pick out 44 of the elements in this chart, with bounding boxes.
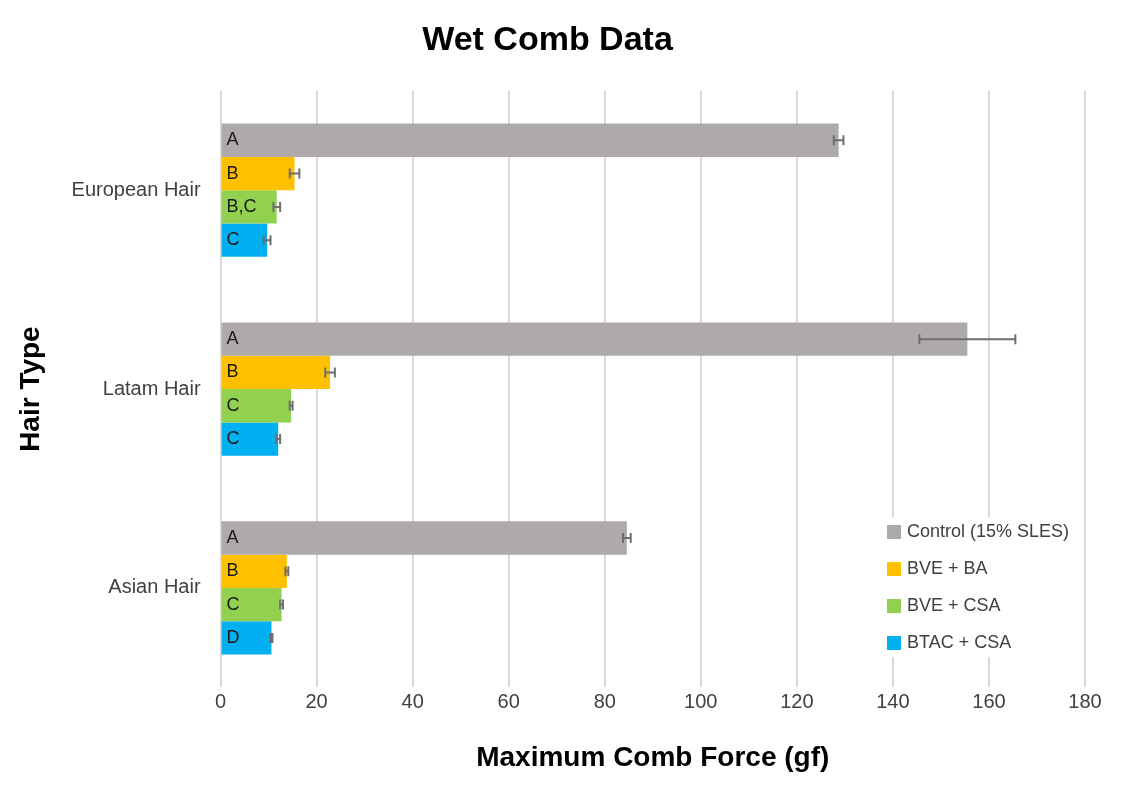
legend-label: BVE + CSA xyxy=(907,595,1001,617)
y-axis-title: Hair Type xyxy=(13,326,45,452)
data-label: B,C xyxy=(226,195,257,216)
data-label: A xyxy=(226,129,239,150)
data-label: B xyxy=(226,162,239,183)
bar xyxy=(221,223,268,257)
bar xyxy=(221,123,839,157)
bar xyxy=(221,156,295,191)
bar xyxy=(221,621,272,655)
x-axis-title: Maximum Comb Force (gf) xyxy=(476,740,830,772)
data-label: D xyxy=(226,626,240,647)
bar xyxy=(221,355,331,390)
data-label: C xyxy=(226,394,240,415)
y-tick-label: European Hair xyxy=(71,177,201,200)
data-label: A xyxy=(226,328,239,349)
bar xyxy=(221,521,627,555)
chart-title: Wet Comb Data xyxy=(422,18,674,57)
x-tick-label: 40 xyxy=(401,689,424,712)
data-label: A xyxy=(226,526,239,547)
x-tick-label: 180 xyxy=(1068,689,1102,712)
data-label: C xyxy=(226,229,240,250)
legend-label: Control (15% SLES) xyxy=(907,521,1070,543)
bar xyxy=(221,587,282,622)
x-tick-label: 140 xyxy=(876,689,910,712)
bar xyxy=(221,554,287,588)
x-tick-label: 80 xyxy=(593,689,616,712)
x-tick-label: 0 xyxy=(215,689,227,712)
data-label: C xyxy=(226,428,240,449)
x-tick-label: 20 xyxy=(305,689,328,712)
y-tick-label: Latam Hair xyxy=(102,376,201,399)
bar xyxy=(221,322,968,356)
y-tick-label: Asian Hair xyxy=(108,575,201,598)
data-label: B xyxy=(226,361,239,382)
bar xyxy=(221,190,277,224)
data-label: B xyxy=(226,560,239,581)
bar xyxy=(221,422,279,456)
data-label: C xyxy=(226,593,240,614)
x-tick-label: 100 xyxy=(684,689,718,712)
x-tick-label: 160 xyxy=(972,689,1006,712)
x-tick-label: 60 xyxy=(497,689,520,712)
x-tick-label: 120 xyxy=(780,689,814,712)
bar xyxy=(221,389,292,423)
legend-label: BVE + BA xyxy=(907,558,988,580)
legend-label: BTAC + CSA xyxy=(907,632,1012,654)
